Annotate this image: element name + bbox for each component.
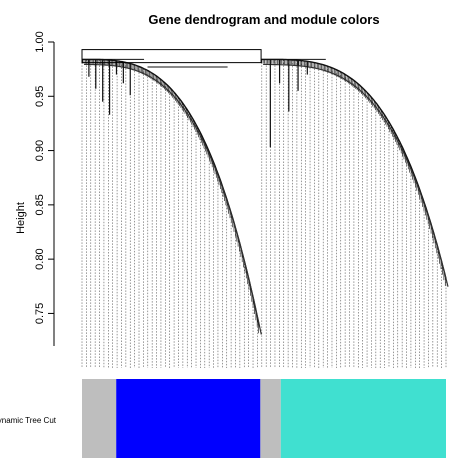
module-segment bbox=[116, 379, 261, 458]
module-row-label: Dynamic Tree Cut bbox=[0, 416, 57, 425]
root-merge-box bbox=[81, 49, 262, 64]
module-segment bbox=[260, 379, 281, 458]
cluster-envelope bbox=[84, 63, 262, 335]
y-axis-label: Height bbox=[15, 202, 27, 234]
y-tick-label: 0.80 bbox=[34, 248, 46, 269]
module-segment bbox=[280, 379, 446, 458]
y-tick-label: 1.00 bbox=[34, 31, 46, 52]
chart-title: Gene dendrogram and module colors bbox=[148, 12, 379, 27]
y-axis-ticks: 0.75 0.80 0.85 0.90 0.95 1.00 bbox=[34, 31, 54, 324]
y-tick-label: 0.75 bbox=[34, 303, 46, 324]
dendrogram-branches bbox=[82, 58, 449, 335]
y-tick-label: 0.95 bbox=[34, 86, 46, 107]
module-color-bar bbox=[82, 379, 446, 458]
y-tick-label: 0.85 bbox=[34, 194, 46, 215]
y-tick-label: 0.90 bbox=[34, 140, 46, 161]
module-segment bbox=[82, 379, 117, 458]
leaf-lines bbox=[81, 59, 447, 368]
cluster-envelope bbox=[263, 63, 449, 287]
cluster-envelope bbox=[261, 58, 447, 279]
